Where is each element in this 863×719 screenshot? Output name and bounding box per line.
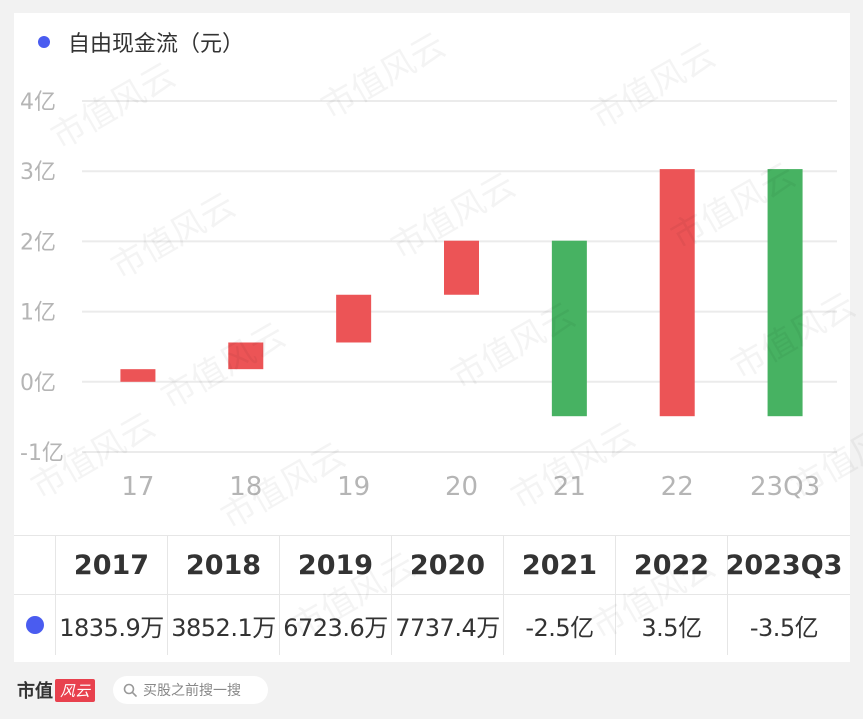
value-cell: 1835.9万: [56, 595, 168, 655]
value-cell: -2.5亿: [504, 595, 616, 655]
series-marker: [25, 616, 44, 634]
x-tick-label: 18: [229, 472, 262, 502]
year-header-cell: 2019: [280, 536, 392, 594]
bar: [228, 342, 264, 370]
waterfall-chart: -1亿 0亿 1亿 2亿 3亿 4亿 17 18 19 20 21 22 23Q3: [20, 90, 837, 502]
value-cell: 3852.1万: [168, 595, 280, 655]
series-marker-cell: [14, 595, 56, 655]
bar: [659, 169, 695, 417]
brand-logo-badge: 风云: [55, 678, 96, 702]
search-box[interactable]: 买股之前搜一搜: [113, 676, 268, 704]
bar: [336, 294, 372, 343]
footer: 市值 风云 买股之前搜一搜: [0, 665, 863, 719]
value-cell: -3.5亿: [749, 613, 819, 642]
y-tick-label: 3亿: [20, 160, 56, 185]
year-header-cell: 2023Q3: [725, 549, 843, 581]
value-cell: 7737.4万: [392, 595, 504, 655]
bar: [767, 169, 803, 417]
year-header-cell: 2022: [616, 536, 728, 594]
chart-card: 自由现金流（元） -1亿 0亿 1亿 2亿 3亿 4亿 17 18 19 20 21 22 23Q3 2…: [14, 13, 850, 662]
y-tick-label: 0亿: [20, 371, 56, 396]
legend-marker: [38, 36, 50, 48]
year-header-cell: 2018: [168, 536, 280, 594]
year-header-cell: 2021: [504, 536, 616, 594]
bar: [551, 240, 587, 417]
y-tick-label: 1亿: [20, 301, 56, 326]
y-tick-label: -1亿: [20, 441, 64, 466]
x-tick-label: 17: [121, 472, 154, 502]
table-corner-cell: [14, 536, 56, 594]
x-tick-label: 20: [445, 472, 478, 502]
table-values-row: 1835.9万 3852.1万 6723.6万 7737.4万 -2.5亿 3.5亿 -3.…: [14, 595, 850, 655]
x-tick-label: 21: [553, 472, 586, 502]
legend[interactable]: 自由现金流（元）: [38, 29, 245, 57]
bar: [120, 369, 156, 382]
x-tick-label: 22: [661, 472, 694, 502]
table-header-row: 2017 2018 2019 2020 2021 2022 2023Q3: [14, 536, 850, 595]
brand-name: 市值: [17, 681, 53, 702]
x-tick-label: 23Q3: [750, 472, 820, 502]
year-header-cell: 2020: [392, 536, 504, 594]
x-tick-label: 19: [337, 472, 370, 502]
data-table: 2017 2018 2019 2020 2021 2022 2023Q3 1835.9万 38…: [14, 535, 850, 663]
value-cell: 6723.6万: [280, 595, 392, 655]
brand-logo[interactable]: 市值 风云: [17, 677, 96, 703]
y-tick-label: 2亿: [20, 230, 56, 255]
y-tick-label: 4亿: [20, 90, 56, 115]
year-header-cell: 2017: [56, 536, 168, 594]
legend-label: 自由现金流（元）: [68, 32, 245, 57]
search-placeholder: 买股之前搜一搜: [143, 683, 241, 699]
search-icon: [123, 683, 137, 697]
value-cell: 3.5亿: [616, 595, 728, 655]
bar: [444, 240, 479, 295]
